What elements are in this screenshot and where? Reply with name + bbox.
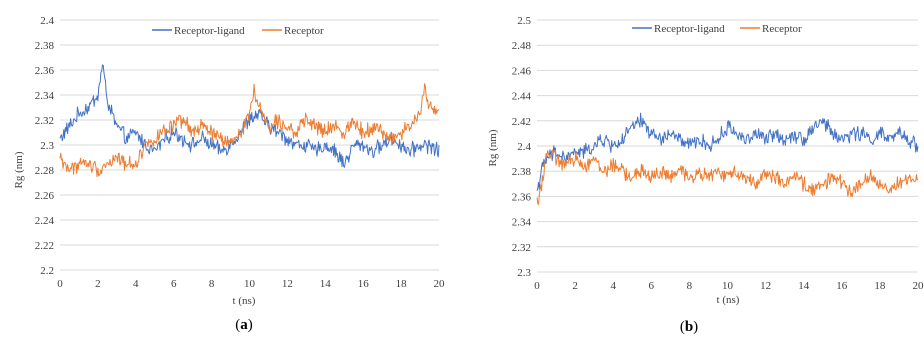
x-tick-label: 4 [133,278,139,290]
x-axis-title: t (ns) [717,294,740,306]
y-tick-label: 2.38 [35,40,55,52]
y-tick-label: 2.42 [512,116,531,128]
y-axis-title: Rg (nm) [487,129,499,166]
y-tick-label: 2.3 [517,267,531,279]
y-tick-label: 2.4 [40,15,54,27]
x-tick-label: 6 [649,280,655,292]
legend: Receptor-ligand Receptor [152,25,324,37]
x-tick-label: 0 [57,278,63,290]
series-layer [59,64,440,178]
x-tick-label: 2 [95,278,101,290]
x-tick-label: 18 [874,280,886,292]
panel-label-b: (b) [680,319,698,335]
y-tick-label: 2.2 [40,265,54,277]
y-tick-label: 2.48 [512,40,532,52]
legend-label-receptor: Receptor [284,25,324,37]
x-tick-label: 0 [534,280,540,292]
y-tick-label: 2.38 [512,166,532,178]
x-tick-label: 12 [282,278,293,290]
grid-lines [60,19,439,271]
series-line-receptor [536,149,919,205]
legend-label-receptor-ligand: Receptor-ligand [654,23,725,35]
x-tick-label: 10 [722,280,734,292]
x-tick-labels: 0 2 4 6 8 10 12 14 16 18 20 [57,278,445,290]
x-tick-label: 6 [171,278,177,290]
chart-panel-b: 2.3 2.32 2.34 2.36 2.38 2.4 2.42 2.44 2.46 2.48 2.… [487,15,924,335]
y-tick-label: 2.36 [512,191,532,203]
y-tick-label: 2.34 [35,90,55,102]
x-tick-label: 8 [687,280,693,292]
x-tick-label: 8 [209,278,215,290]
y-tick-labels: 2.3 2.32 2.34 2.36 2.38 2.4 2.42 2.44 2.46 2.48 2.… [512,15,532,279]
x-tick-label: 18 [396,278,408,290]
y-tick-label: 2.24 [35,215,55,227]
y-axis-title: Rg (nm) [13,151,25,188]
legend-label-receptor: Receptor [762,23,802,35]
y-tick-label: 2.34 [512,217,532,229]
x-tick-label: 16 [358,278,370,290]
x-tick-label: 14 [320,278,332,290]
x-tick-label: 12 [760,280,771,292]
series-line-receptor [59,83,440,178]
x-tick-label: 2 [572,280,578,292]
y-tick-label: 2.32 [35,115,54,127]
y-tick-label: 2.26 [35,190,55,202]
series-layer [536,112,919,205]
x-tick-label: 4 [610,280,616,292]
x-tick-label: 10 [244,278,256,290]
y-tick-label: 2.22 [35,240,54,252]
legend-label-receptor-ligand: Receptor-ligand [174,25,245,37]
y-tick-label: 2.4 [517,141,531,153]
y-tick-label: 2.32 [512,242,531,254]
series-line-receptor-ligand [59,64,440,168]
grid-lines [537,19,918,273]
x-tick-label: 14 [798,280,810,292]
y-tick-label: 2.36 [35,65,55,77]
x-tick-labels: 0 2 4 6 8 10 12 14 16 18 20 [534,280,924,292]
chart-panel-a: 2.2 2.22 2.24 2.26 2.28 2.3 2.32 2.34 2.36 2.38 2.… [13,15,445,333]
y-tick-label: 2.46 [512,65,532,77]
y-tick-label: 2.3 [40,140,54,152]
y-tick-labels: 2.2 2.22 2.24 2.26 2.28 2.3 2.32 2.34 2.36 2.38 2.… [35,15,55,277]
series-line-receptor-ligand [536,112,919,191]
panel-label-a: (a) [235,317,253,333]
x-axis-title: t (ns) [233,295,256,307]
x-tick-label: 20 [434,278,446,290]
legend: Receptor-ligand Receptor [632,23,802,35]
x-tick-label: 16 [836,280,848,292]
y-tick-label: 2.5 [517,15,531,27]
x-tick-label: 20 [913,280,924,292]
y-tick-label: 2.28 [35,165,55,177]
y-tick-label: 2.44 [512,91,532,103]
